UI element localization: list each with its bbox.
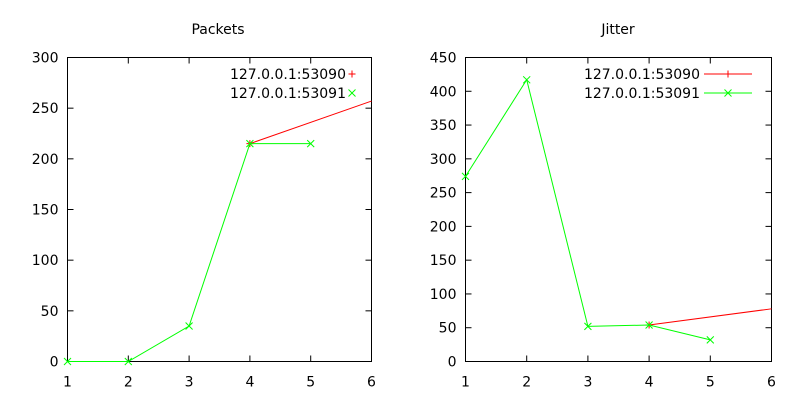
legend-label: 127.0.0.1:53090 — [584, 67, 700, 83]
y-tick-label: 250 — [32, 101, 59, 117]
legend-entry — [348, 70, 356, 78]
data-point — [63, 357, 72, 366]
y-tick-label: 250 — [430, 186, 457, 202]
plot-frame — [67, 57, 372, 362]
y-tick-label: 50 — [41, 304, 59, 320]
y-tick-label: 150 — [32, 203, 59, 219]
y-tick-label: 350 — [430, 118, 457, 134]
series-line — [67, 143, 311, 362]
data-point — [185, 322, 193, 330]
data-point — [246, 139, 254, 148]
x-tick-label: 6 — [767, 375, 776, 391]
series-53090: 127.0.0.1:53090 — [230, 67, 372, 148]
x-tick-label: 1 — [461, 375, 470, 391]
data-point — [124, 357, 133, 366]
chart-jitter: Jitter 0 50 100 150 200 250 300 350 400 450 1 2 3 4 5 6… — [430, 22, 776, 391]
x-tick-label: 5 — [306, 375, 315, 391]
x-tick-label: 3 — [583, 375, 592, 391]
x-tick-label: 4 — [645, 375, 654, 391]
chart-title: Packets — [191, 22, 244, 38]
legend-entry — [348, 89, 356, 97]
data-point — [522, 75, 531, 84]
series-line — [649, 308, 772, 326]
y-tick-label: 50 — [439, 321, 457, 337]
legend-label: 127.0.0.1:53090 — [230, 67, 346, 83]
y-tick-label: 450 — [430, 51, 457, 67]
x-tick-label: 1 — [63, 375, 72, 391]
data-point — [724, 89, 732, 97]
y-tick-label: 150 — [430, 253, 457, 269]
chart-title: Jitter — [600, 22, 635, 38]
y-tick-label: 0 — [448, 355, 457, 371]
x-tick-label: 2 — [522, 375, 531, 391]
plot-frame — [465, 57, 772, 362]
series-53090: 127.0.0.1:53090 — [584, 67, 772, 329]
y-tick-label: 200 — [430, 219, 457, 235]
x-tick-label: 4 — [245, 375, 254, 391]
x-tick-label: 6 — [367, 375, 376, 391]
x-tick-label: 2 — [124, 375, 133, 391]
series-line — [249, 100, 372, 145]
data-point — [306, 139, 315, 148]
y-tick-label: 300 — [32, 51, 59, 67]
data-point — [724, 70, 732, 78]
legend-label: 127.0.0.1:53091 — [584, 86, 700, 102]
data-point — [461, 172, 470, 181]
x-tick-label: 5 — [706, 375, 715, 391]
series-line — [465, 78, 711, 341]
legend-entry — [704, 89, 752, 97]
data-point — [348, 70, 356, 78]
y-tick-label: 100 — [32, 253, 59, 269]
series-53091: 127.0.0.1:53091 — [63, 86, 356, 366]
chart-packets: Packets 0 50 100 150 200 250 300 1 2 3 4 5 6 127.0.0.… — [32, 22, 376, 391]
y-tick-label: 0 — [50, 355, 59, 371]
y-tick-label: 300 — [430, 152, 457, 168]
y-tick-label: 100 — [430, 287, 457, 303]
data-point — [645, 321, 653, 329]
y-tick-label: 200 — [32, 152, 59, 168]
series-53091: 127.0.0.1:53091 — [461, 75, 752, 344]
legend-label: 127.0.0.1:53091 — [230, 86, 346, 102]
x-tick-label: 3 — [185, 375, 194, 391]
data-point — [348, 89, 356, 97]
data-point — [584, 322, 592, 331]
y-tick-label: 400 — [430, 84, 457, 100]
legend-entry — [704, 70, 752, 78]
data-point — [706, 336, 715, 344]
